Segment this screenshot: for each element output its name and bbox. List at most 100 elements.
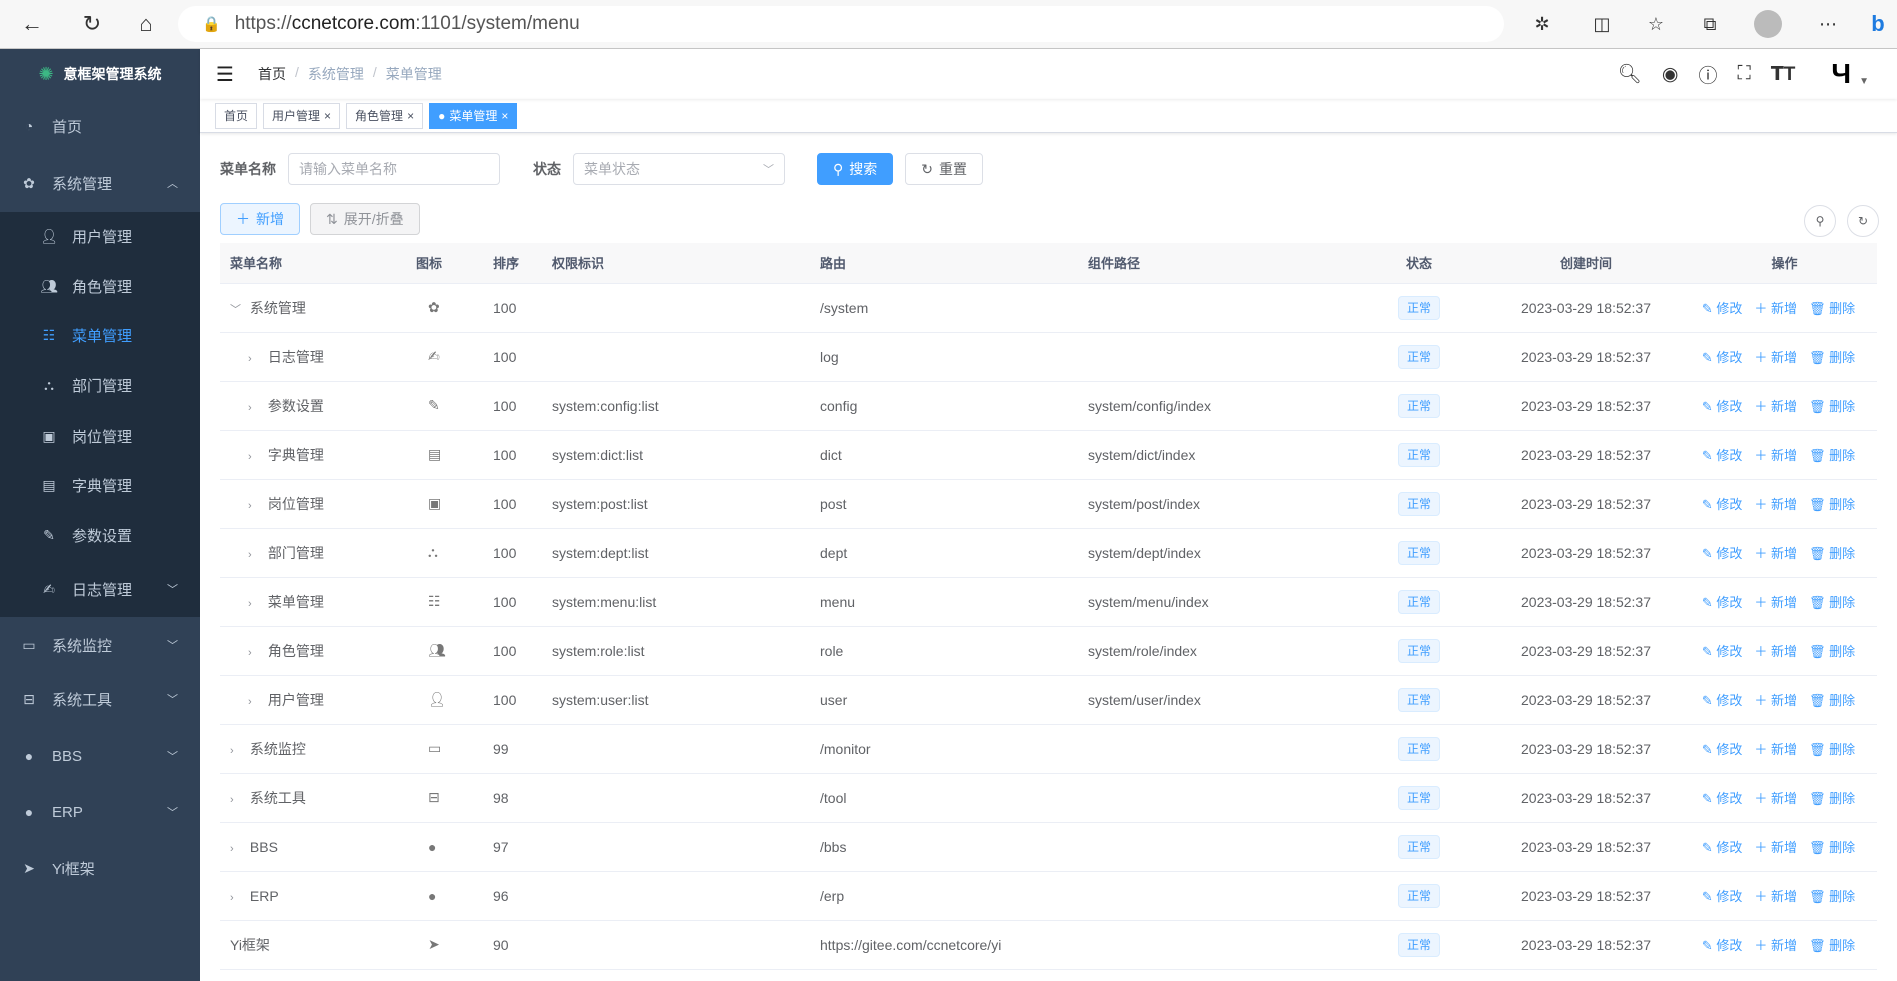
add-child-button[interactable]: ＋ 新增 [1754, 644, 1798, 659]
sidebar-item[interactable]: ● ERP ﹀ [0, 787, 200, 837]
favorites-icon[interactable]: ☆ [1647, 13, 1665, 34]
edit-button[interactable]: ✎ 修改 [1701, 840, 1743, 855]
chevron-right-icon[interactable]: › [248, 548, 252, 561]
search-icon[interactable]: 🔍︎ [1617, 64, 1642, 85]
delete-button[interactable]: 🗑︎ 删除 [1809, 791, 1856, 806]
add-child-button[interactable]: ＋ 新增 [1754, 350, 1798, 365]
add-child-button[interactable]: ＋ 新增 [1754, 301, 1798, 316]
edit-button[interactable]: ✎ 修改 [1701, 301, 1743, 316]
delete-button[interactable]: 🗑︎ 删除 [1809, 448, 1856, 463]
chevron-right-icon[interactable]: › [230, 842, 234, 855]
sidebar-item[interactable]: ⊟ 系统工具 ﹀ [0, 674, 200, 724]
menu-name-input[interactable]: 请输入菜单名称 [288, 153, 500, 185]
add-child-button[interactable]: ＋ 新增 [1754, 889, 1798, 904]
edit-button[interactable]: ✎ 修改 [1701, 938, 1743, 953]
add-child-button[interactable]: ＋ 新增 [1754, 497, 1798, 512]
chevron-down-icon[interactable]: ﹀ [230, 303, 241, 316]
delete-button[interactable]: 🗑︎ 删除 [1809, 301, 1856, 316]
sidebar-item[interactable]: ▭ 系统监控 ﹀ [0, 620, 200, 670]
github-icon[interactable]: ◉ [1661, 63, 1679, 85]
edit-button[interactable]: ✎ 修改 [1701, 595, 1743, 610]
search-button[interactable]: ⚲ 搜索 [817, 153, 894, 185]
close-icon[interactable]: × [501, 108, 509, 123]
sidebar-item[interactable]: ✍ 日志管理 ﹀ [0, 564, 200, 614]
address-bar[interactable]: 🔒 https://ccnetcore.com:1101/system/menu [178, 6, 1504, 42]
tag-item[interactable]: 首页 [215, 102, 258, 129]
home-icon[interactable]: ⌂ [139, 11, 153, 36]
chevron-right-icon[interactable]: › [248, 597, 252, 610]
edit-button[interactable]: ✎ 修改 [1701, 742, 1743, 757]
help-icon[interactable]: ⓘ [1698, 65, 1718, 87]
delete-button[interactable]: 🗑︎ 删除 [1809, 546, 1856, 561]
back-icon[interactable]: ← [21, 11, 43, 36]
avatar[interactable]: Ч [1831, 58, 1852, 89]
refresh-icon[interactable]: ↻ [82, 11, 102, 36]
split-screen-icon[interactable]: ◫ [1593, 13, 1611, 34]
reset-button[interactable]: ↻ 重置 [905, 153, 983, 185]
edit-button[interactable]: ✎ 修改 [1701, 350, 1743, 365]
sidebar-item[interactable]: ▤ 字典管理 [0, 460, 200, 510]
sidebar-item[interactable]: ▣ 岗位管理 [0, 411, 200, 461]
add-child-button[interactable]: ＋ 新增 [1754, 399, 1798, 414]
add-child-button[interactable]: ＋ 新增 [1754, 693, 1798, 708]
sidebar-item[interactable]: ➤ Yi框架 [0, 843, 200, 893]
add-child-button[interactable]: ＋ 新增 [1754, 546, 1798, 561]
add-child-button[interactable]: ＋ 新增 [1754, 791, 1798, 806]
add-child-button[interactable]: ＋ 新增 [1754, 742, 1798, 757]
more-icon[interactable]: ⋯ [1819, 13, 1837, 34]
delete-button[interactable]: 🗑︎ 删除 [1809, 742, 1856, 757]
chevron-right-icon[interactable]: › [230, 744, 234, 757]
add-child-button[interactable]: ＋ 新增 [1754, 448, 1798, 463]
tag-item[interactable]: ● 菜单管理 × [429, 102, 518, 129]
add-child-button[interactable]: ＋ 新增 [1754, 840, 1798, 855]
toggle-search-button[interactable]: ⚲ [1804, 205, 1836, 237]
chevron-right-icon[interactable]: › [248, 695, 252, 708]
font-size-icon[interactable]: ꓔT [1770, 63, 1796, 85]
edit-button[interactable]: ✎ 修改 [1701, 644, 1743, 659]
delete-button[interactable]: 🗑︎ 删除 [1809, 497, 1856, 512]
sidebar-item[interactable]: ✿ 系统管理 ︿ [0, 158, 200, 208]
chevron-right-icon[interactable]: › [248, 401, 252, 414]
caret-down-icon[interactable]: ▼ [1859, 75, 1869, 87]
add-child-button[interactable]: ＋ 新增 [1754, 938, 1798, 953]
edit-button[interactable]: ✎ 修改 [1701, 448, 1743, 463]
chevron-right-icon[interactable]: › [230, 891, 234, 904]
sidebar-item[interactable]: ◔ 首页 [0, 101, 200, 151]
edit-button[interactable]: ✎ 修改 [1701, 693, 1743, 708]
delete-button[interactable]: 🗑︎ 删除 [1809, 644, 1856, 659]
delete-button[interactable]: 🗑︎ 删除 [1809, 350, 1856, 365]
edit-button[interactable]: ✎ 修改 [1701, 889, 1743, 904]
sidebar-item[interactable]: 👥︎ 角色管理 [40, 277, 133, 296]
tag-item[interactable]: 角色管理 × [346, 102, 424, 129]
collections-icon[interactable]: ⧉ [1703, 13, 1717, 34]
sidebar-item[interactable]: ⛬ 部门管理 [0, 360, 200, 410]
delete-button[interactable]: 🗑︎ 删除 [1809, 399, 1856, 414]
bing-icon[interactable]: b [1871, 11, 1885, 36]
edit-button[interactable]: ✎ 修改 [1701, 497, 1743, 512]
chevron-right-icon[interactable]: › [248, 646, 252, 659]
delete-button[interactable]: 🗑︎ 删除 [1809, 938, 1856, 953]
sidebar-item[interactable]: 👤︎ 用户管理 [40, 227, 133, 246]
delete-button[interactable]: 🗑︎ 删除 [1809, 693, 1856, 708]
delete-button[interactable]: 🗑︎ 删除 [1809, 840, 1856, 855]
close-icon[interactable]: × [324, 108, 332, 123]
delete-button[interactable]: 🗑︎ 删除 [1809, 889, 1856, 904]
chevron-right-icon[interactable]: › [248, 499, 252, 512]
add-child-button[interactable]: ＋ 新增 [1754, 595, 1798, 610]
add-button[interactable]: ＋新增 [220, 203, 300, 235]
chevron-right-icon[interactable]: › [248, 352, 252, 365]
chevron-right-icon[interactable]: › [230, 793, 234, 806]
expand-collapse-button[interactable]: ⇅ 展开/折叠 [310, 203, 420, 235]
tag-item[interactable]: 用户管理 × [263, 102, 341, 129]
chevron-right-icon[interactable]: › [248, 450, 252, 463]
delete-button[interactable]: 🗑︎ 删除 [1809, 595, 1856, 610]
edit-button[interactable]: ✎ 修改 [1701, 399, 1743, 414]
hamburger-icon[interactable]: ☰ [216, 63, 234, 86]
profile-avatar[interactable] [1754, 10, 1782, 38]
close-icon[interactable]: × [407, 108, 415, 123]
sidebar-item[interactable]: ✎ 参数设置 [0, 510, 200, 560]
sidebar-item[interactable]: ☷ 菜单管理 [0, 310, 200, 360]
extensions-icon[interactable]: ✲ [1534, 13, 1550, 34]
edit-button[interactable]: ✎ 修改 [1701, 791, 1743, 806]
edit-button[interactable]: ✎ 修改 [1701, 546, 1743, 561]
